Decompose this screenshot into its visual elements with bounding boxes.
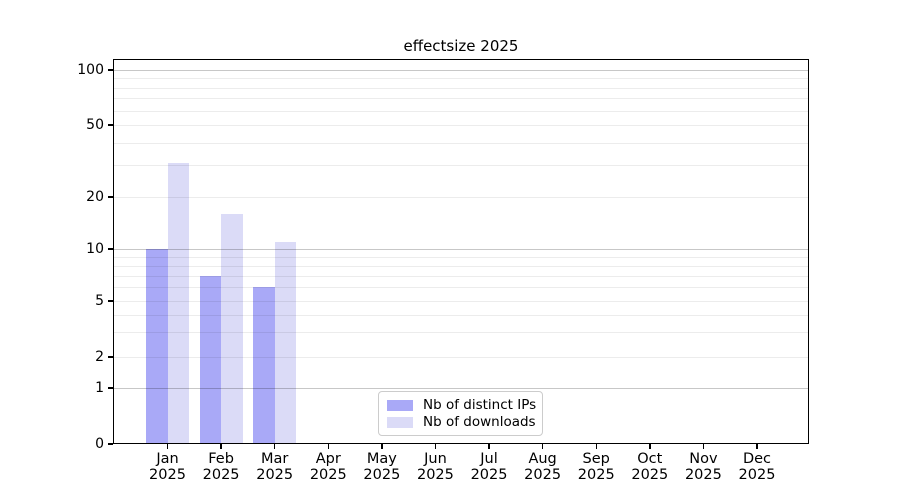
y-axis-tick-mark	[108, 248, 113, 250]
x-axis-tick-mark	[541, 444, 544, 449]
x-axis-tick-label: Jul 2025	[470, 451, 508, 483]
gridline-minor	[113, 165, 809, 167]
gridline-minor	[113, 314, 809, 316]
gridline-minor	[113, 287, 809, 289]
x-axis-tick-mark	[273, 444, 276, 449]
x-axis-tick-label: Sep 2025	[577, 451, 615, 483]
gridline-minor	[113, 142, 809, 144]
x-axis-tick-mark	[220, 444, 222, 449]
gridline-minor	[113, 98, 809, 100]
gridline-minor	[113, 275, 809, 277]
chart-title: effectsize 2025	[403, 37, 519, 55]
legend-swatch-distinct-ips	[387, 400, 413, 411]
gridline-minor	[113, 265, 809, 267]
legend-swatch-downloads	[387, 417, 413, 428]
x-axis-tick-label: Nov 2025	[684, 451, 722, 483]
gridline-minor	[113, 332, 809, 334]
gridline-minor	[113, 78, 809, 80]
x-axis-tick-mark	[488, 444, 490, 449]
y-axis-tick-label: 2	[95, 349, 104, 365]
gridline-minor	[113, 301, 809, 302]
gridline-minor	[113, 125, 809, 126]
y-axis-tick-label: 100	[77, 62, 104, 78]
gridline-major	[113, 249, 809, 250]
x-axis-tick-mark	[649, 444, 651, 449]
y-axis-tick-label: 0	[95, 436, 104, 452]
y-axis-tick-mark	[108, 300, 113, 302]
bar-downloads	[167, 162, 189, 444]
legend-label-downloads: Nb of downloads	[423, 414, 536, 430]
x-axis-tick-label: Aug 2025	[524, 451, 562, 483]
y-axis-tick-label: 5	[95, 293, 104, 309]
x-axis-tick-label: Feb 2025	[202, 451, 240, 483]
x-axis-tick-mark	[166, 444, 169, 449]
bar-distinct-ips	[199, 275, 222, 444]
y-axis-tick-label: 50	[86, 117, 104, 133]
bar-distinct-ips	[146, 249, 168, 444]
x-axis-tick-mark	[327, 444, 329, 449]
x-axis-tick-mark	[756, 444, 758, 449]
x-axis-tick-label: Jan 2025	[149, 451, 186, 483]
bar-downloads	[274, 241, 297, 444]
x-axis-tick-mark	[595, 444, 597, 449]
gridline-major	[113, 70, 809, 71]
legend-item-distinct-ips: Nb of distinct IPs	[387, 397, 537, 414]
y-axis-tick-mark	[108, 443, 113, 445]
y-axis-tick-mark	[108, 196, 113, 198]
y-axis-tick-mark	[108, 124, 113, 126]
y-axis-tick-label: 1	[95, 380, 104, 396]
gridline-minor	[113, 110, 809, 112]
y-axis-tick-label: 20	[86, 189, 104, 205]
y-axis-tick-mark	[108, 356, 113, 358]
y-axis-tick-mark	[108, 387, 113, 389]
y-axis-tick-label: 10	[86, 241, 104, 257]
legend: Nb of distinct IPs Nb of downloads	[378, 391, 543, 436]
gridline-minor	[113, 357, 809, 358]
legend-item-downloads: Nb of downloads	[387, 414, 536, 431]
gridline-major	[113, 388, 809, 389]
gridline-minor	[113, 197, 809, 198]
bar-downloads	[221, 213, 243, 444]
y-axis-tick-mark	[108, 69, 113, 71]
x-axis-tick-label: Dec 2025	[738, 451, 776, 483]
x-axis-tick-label: Mar 2025	[256, 451, 294, 483]
x-axis-tick-mark	[702, 444, 705, 449]
x-axis-tick-label: Jun 2025	[416, 451, 454, 483]
x-axis-tick-mark	[434, 444, 437, 449]
gridline-minor	[113, 256, 809, 258]
x-axis-tick-label: May 2025	[363, 451, 401, 483]
x-axis-tick-label: Oct 2025	[631, 451, 669, 483]
bar-distinct-ips	[253, 287, 275, 444]
x-axis-tick-label: Apr 2025	[309, 451, 347, 483]
x-axis-tick-mark	[381, 444, 383, 449]
legend-label-distinct-ips: Nb of distinct IPs	[423, 397, 537, 413]
gridline-minor	[113, 87, 809, 89]
